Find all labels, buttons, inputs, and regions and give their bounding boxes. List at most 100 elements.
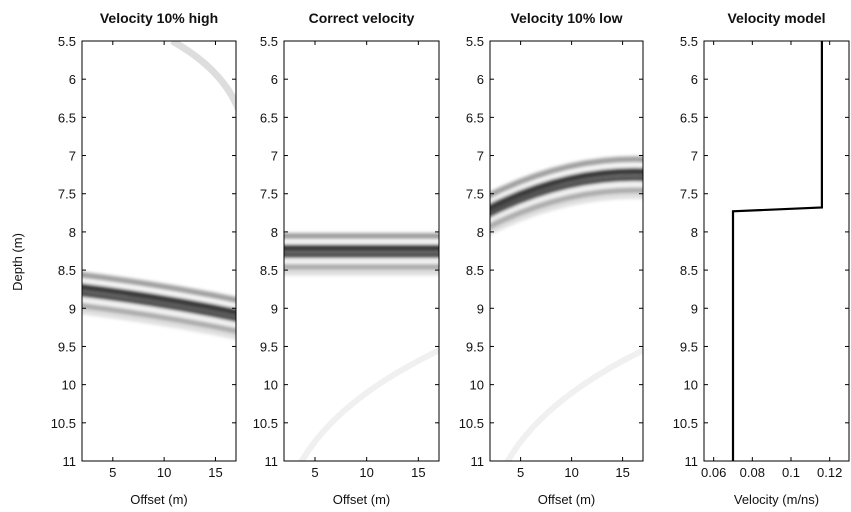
y-tick-label: 7.5 [680, 187, 698, 202]
y-tick-label: 9.5 [260, 339, 278, 354]
wavelet-band [82, 297, 236, 327]
y-tick-label: 8.5 [466, 263, 484, 278]
y-tick-label: 11 [471, 454, 485, 469]
panel-velocity-high: 5.5 6 6.5 7 7.5 8 8.5 9 9.5 10 10.5 11 5 10 15 Velocity… [51, 10, 237, 507]
x-tick-label: 10 [564, 465, 578, 480]
wavelet-band [490, 167, 643, 212]
y-tick-label: 8 [477, 225, 484, 240]
y-tick-label: 8.5 [260, 263, 278, 278]
panel-velocity-low: 5.5 6 6.5 7 7.5 8 8.5 9 9.5 10 10.5 11 5 10 15 Velocity… [459, 10, 644, 507]
y-tick-label: 6.5 [58, 110, 76, 125]
y-tick-label: 5.5 [466, 34, 484, 49]
y-tick-label: 6.5 [680, 110, 698, 125]
wavelet-band [490, 187, 643, 230]
x-tick-label: 0.1 [782, 465, 800, 480]
plot-background [490, 41, 643, 461]
velocity-series-line [731, 41, 823, 461]
y-tick-label: 5.5 [260, 34, 278, 49]
y-tick-label: 9.5 [680, 339, 698, 354]
panel-title: Correct velocity [309, 10, 415, 26]
y-tick-label: 6.5 [260, 110, 278, 125]
y-tick-label: 5.5 [58, 34, 76, 49]
reflector-event [490, 156, 643, 236]
y-tick-label: 9.5 [466, 339, 484, 354]
panel-title: Velocity 10% low [510, 10, 622, 26]
wavelet-band [490, 193, 643, 236]
x-axis-label: Velocity (m/ns) [734, 492, 819, 507]
axes-frame [489, 40, 644, 462]
y-tick-label: 8 [691, 225, 698, 240]
y-tick-label: 7 [477, 149, 484, 164]
x-axis-label: Offset (m) [538, 492, 596, 507]
x-tick-label: 0.12 [817, 465, 842, 480]
figure-ylabel: Depth (m) [10, 233, 25, 291]
panel-velocity-model: 5.5 6 6.5 7 7.5 8 8.5 9 9.5 10 10.5 110.06 0.08 0.1 0.… [673, 10, 850, 507]
y-tick-label: 7.5 [260, 187, 278, 202]
y-tick-label: 6 [69, 72, 76, 87]
y-tick-label: 7 [271, 149, 278, 164]
x-tick-label: 10 [359, 465, 373, 480]
wavelet-band [82, 283, 236, 316]
y-tick-label: 7.5 [58, 187, 76, 202]
axes-frame [703, 40, 850, 462]
x-tick-label: 5 [311, 465, 318, 480]
x-axis-label: Offset (m) [130, 492, 188, 507]
y-tick-label: 8.5 [680, 263, 698, 278]
panel-title: Velocity 10% high [100, 10, 218, 26]
y-tick-label: 7.5 [466, 187, 484, 202]
x-tick-label: 0.06 [701, 465, 726, 480]
secondary-arc [170, 41, 236, 113]
x-tick-label: 5 [109, 465, 116, 480]
y-tick-label: 8 [69, 225, 76, 240]
wavelet-band [490, 163, 643, 204]
y-tick-label: 5.5 [680, 34, 698, 49]
y-tick-label: 10.5 [253, 416, 278, 431]
y-tick-label: 6 [271, 72, 278, 87]
y-tick-label: 10.5 [673, 416, 698, 431]
axes-frame [283, 40, 440, 462]
y-tick-label: 10.5 [51, 416, 76, 431]
wavelet-band [490, 182, 643, 223]
y-tick-label: 10 [62, 378, 76, 393]
wavelet-band [82, 290, 236, 322]
wavelet-band [490, 156, 643, 199]
y-tick-label: 8 [271, 225, 278, 240]
x-tick-label: 5 [517, 465, 524, 480]
x-tick-label: 0.08 [740, 465, 765, 480]
y-tick-label: 6.5 [466, 110, 484, 125]
y-tick-label: 10 [470, 378, 484, 393]
wavelet-band [82, 278, 236, 308]
y-tick-label: 6 [691, 72, 698, 87]
y-tick-label: 9 [477, 301, 484, 316]
y-tick-label: 11 [265, 454, 279, 469]
x-tick-label: 15 [615, 465, 629, 480]
reflector-event [284, 232, 439, 276]
plot-background [82, 41, 236, 461]
secondary-arc [504, 347, 643, 461]
y-tick-label: 6 [477, 72, 484, 87]
y-tick-label: 11 [63, 454, 77, 469]
y-tick-label: 9.5 [58, 339, 76, 354]
x-tick-label: 15 [208, 465, 222, 480]
wavelet-band [82, 309, 236, 340]
panel-title: Velocity model [727, 10, 825, 26]
y-tick-label: 9 [69, 301, 76, 316]
y-tick-label: 10 [684, 378, 698, 393]
y-tick-label: 7 [691, 149, 698, 164]
y-tick-label: 9 [271, 301, 278, 316]
y-tick-label: 10 [264, 378, 278, 393]
reflector-event [82, 271, 236, 340]
axes-frame [81, 40, 237, 462]
secondary-arc [298, 346, 439, 461]
y-tick-label: 11 [685, 454, 699, 469]
wavelet-band [82, 271, 236, 303]
wavelet-band [82, 302, 236, 334]
y-tick-label: 7 [69, 149, 76, 164]
panel-correct-velocity: 5.5 6 6.5 7 7.5 8 8.5 9 9.5 10 10.5 11 5 10 15 Correct … [253, 10, 440, 507]
wavelet-band [490, 175, 643, 218]
y-tick-label: 8.5 [58, 263, 76, 278]
x-tick-label: 15 [411, 465, 425, 480]
x-axis-label: Offset (m) [333, 492, 391, 507]
y-tick-label: 10.5 [459, 416, 484, 431]
